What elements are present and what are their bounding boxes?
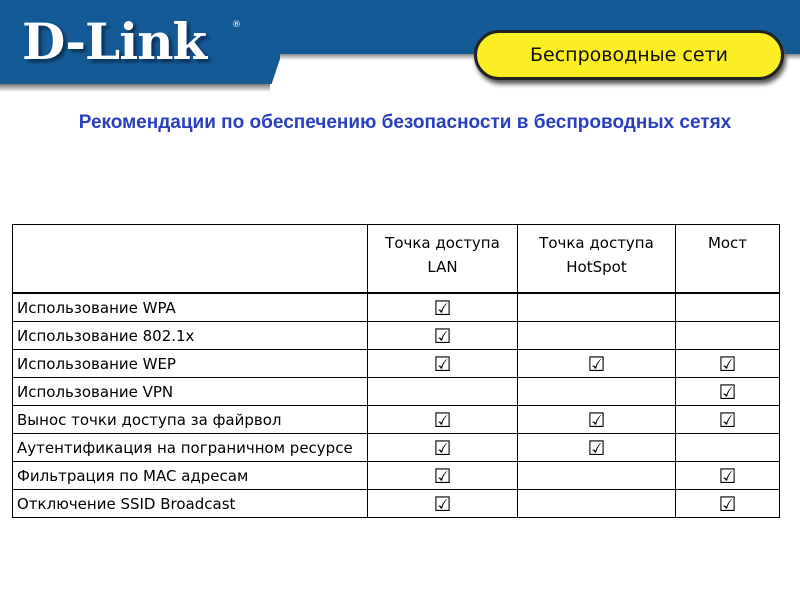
empty-cell — [517, 377, 676, 406]
logo-panel — [0, 0, 280, 84]
row-label: Использование WEP — [12, 349, 368, 378]
row-label: Использование WPA — [12, 292, 368, 322]
checkbox-checked-icon: ☑ — [517, 433, 676, 462]
table-header-row: Точка доступа LAN Точка доступа HotSpot … — [12, 224, 780, 294]
table-row: Использование WEP ☑ ☑ ☑ — [12, 349, 780, 378]
table-row: Использование WPA ☑ — [12, 292, 780, 322]
table-row: Аутентификация на пограничном ресурсе ☑ ☑ — [12, 433, 780, 462]
checkbox-checked-icon: ☑ — [675, 377, 780, 406]
checkbox-checked-icon: ☑ — [675, 489, 780, 518]
header-cell: Точка доступа HotSpot — [517, 224, 676, 294]
checkbox-checked-icon: ☑ — [367, 292, 518, 322]
security-table: Точка доступа LAN Точка доступа HotSpot … — [12, 224, 780, 518]
empty-cell — [517, 489, 676, 518]
checkbox-checked-icon: ☑ — [367, 461, 518, 490]
empty-cell — [517, 321, 676, 350]
table-row: Вынос точки доступа за файрвол ☑ ☑ ☑ — [12, 405, 780, 434]
checkbox-checked-icon: ☑ — [367, 433, 518, 462]
section-badge: Беспроводные сети — [474, 30, 784, 80]
table-row: Использование VPN ☑ — [12, 377, 780, 406]
row-label: Использование VPN — [12, 377, 368, 406]
table-row: Использование 802.1x ☑ — [12, 321, 780, 350]
empty-cell — [675, 433, 780, 462]
registered-mark: ® — [232, 20, 241, 30]
checkbox-checked-icon: ☑ — [675, 349, 780, 378]
header-cell — [12, 224, 368, 294]
row-label: Аутентификация на пограничном ресурсе — [12, 433, 368, 462]
checkbox-checked-icon: ☑ — [675, 461, 780, 490]
empty-cell — [517, 292, 676, 322]
table-row: Отключение SSID Broadcast ☑ ☑ — [12, 489, 780, 518]
checkbox-checked-icon: ☑ — [367, 321, 518, 350]
row-label: Отключение SSID Broadcast — [12, 489, 368, 518]
slide-title: Рекомендации по обеспечению безопасности… — [78, 112, 732, 133]
checkbox-checked-icon: ☑ — [367, 489, 518, 518]
header-cell: Точка доступа LAN — [367, 224, 518, 294]
row-label: Вынос точки доступа за файрвол — [12, 405, 368, 434]
dlink-logo: D-Link — [22, 12, 207, 71]
checkbox-checked-icon: ☑ — [367, 349, 518, 378]
empty-cell — [367, 377, 518, 406]
empty-cell — [675, 292, 780, 322]
checkbox-checked-icon: ☑ — [517, 349, 676, 378]
header-cell: Мост — [675, 224, 780, 294]
empty-cell — [517, 461, 676, 490]
row-label: Фильтрация по MAC адресам — [12, 461, 368, 490]
checkbox-checked-icon: ☑ — [517, 405, 676, 434]
table-row: Фильтрация по MAC адресам ☑ ☑ — [12, 461, 780, 490]
row-label: Использование 802.1x — [12, 321, 368, 350]
empty-cell — [675, 321, 780, 350]
checkbox-checked-icon: ☑ — [675, 405, 780, 434]
checkbox-checked-icon: ☑ — [367, 405, 518, 434]
header-shadow — [0, 84, 270, 92]
